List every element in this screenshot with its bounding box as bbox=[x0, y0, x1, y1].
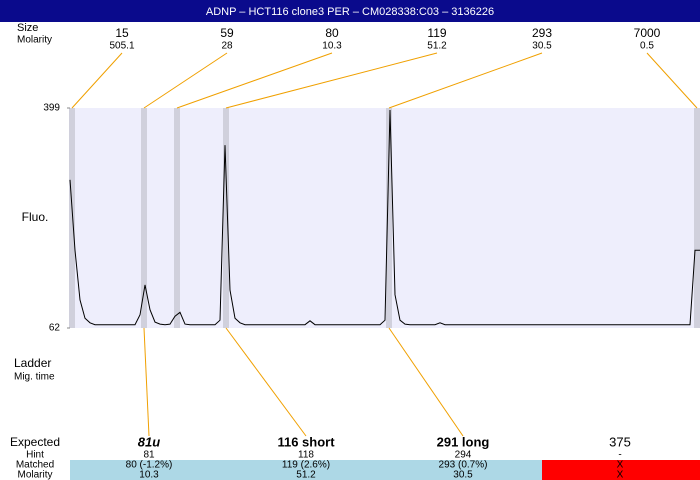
molarity-value: 505.1 bbox=[109, 41, 134, 52]
hint: 81 bbox=[143, 450, 155, 461]
peak-band bbox=[694, 108, 700, 328]
peak-band bbox=[223, 108, 229, 328]
molarity: 51.2 bbox=[296, 470, 316, 480]
molarity-value: 28 bbox=[221, 41, 233, 52]
size-value: 59 bbox=[220, 26, 234, 40]
title: ADNP – HCT116 clone3 PER – CM028338:C03 … bbox=[206, 6, 494, 18]
expected: 116 short bbox=[277, 434, 335, 449]
connector bbox=[388, 52, 543, 109]
molarity-value: 51.2 bbox=[427, 41, 447, 52]
molarity: 30.5 bbox=[453, 470, 473, 480]
ladder-label: Ladder bbox=[14, 356, 51, 370]
unmatched-bg bbox=[542, 460, 700, 480]
molarity-value: 30.5 bbox=[532, 41, 552, 52]
connector bbox=[176, 52, 333, 109]
molarity: X bbox=[617, 470, 624, 480]
result-connector bbox=[388, 327, 464, 437]
matched: 293 (0.7%) bbox=[439, 460, 488, 471]
size-label: Size bbox=[17, 22, 38, 34]
molarity-label: Molarity bbox=[17, 35, 52, 46]
result-row-label: Matched bbox=[16, 460, 54, 471]
mig-time-label: Mig. time bbox=[14, 372, 55, 383]
result-row-label: Molarity bbox=[17, 470, 52, 480]
expected: 375 bbox=[609, 434, 631, 449]
peak-band bbox=[69, 108, 75, 328]
expected: 291 long bbox=[437, 434, 490, 449]
plot-area bbox=[70, 108, 700, 328]
molarity-value: 0.5 bbox=[640, 41, 654, 52]
size-value: 119 bbox=[427, 26, 446, 40]
matched: 119 (2.6%) bbox=[282, 460, 330, 471]
y-tick-label: 62 bbox=[49, 323, 61, 334]
hint: - bbox=[618, 450, 621, 461]
peak-band bbox=[141, 108, 147, 328]
peak-band bbox=[174, 108, 180, 328]
size-value: 15 bbox=[115, 26, 129, 40]
result-row-label: Expected bbox=[10, 435, 60, 449]
y-axis-label: Fluo. bbox=[22, 210, 49, 224]
connector bbox=[143, 52, 228, 109]
connector bbox=[646, 52, 698, 109]
hint: 294 bbox=[455, 450, 472, 461]
matched: X bbox=[617, 460, 624, 471]
hint: 118 bbox=[298, 450, 314, 461]
peak-band bbox=[386, 108, 392, 328]
size-value: 293 bbox=[532, 26, 552, 40]
title-bar bbox=[0, 0, 700, 22]
molarity: 10.3 bbox=[139, 470, 159, 480]
connector bbox=[225, 52, 438, 109]
trace bbox=[69, 109, 700, 326]
result-row-label: Hint bbox=[26, 450, 44, 461]
expected: 81u bbox=[138, 434, 160, 449]
result-connector bbox=[143, 327, 150, 437]
result-connector bbox=[225, 327, 307, 437]
matched: 80 (-1.2%) bbox=[126, 460, 173, 471]
size-value: 7000 bbox=[634, 26, 661, 40]
molarity-value: 10.3 bbox=[322, 41, 342, 52]
y-tick-label: 399 bbox=[43, 103, 60, 114]
connector bbox=[71, 52, 123, 109]
size-value: 80 bbox=[325, 26, 339, 40]
matched-bg bbox=[70, 460, 542, 480]
